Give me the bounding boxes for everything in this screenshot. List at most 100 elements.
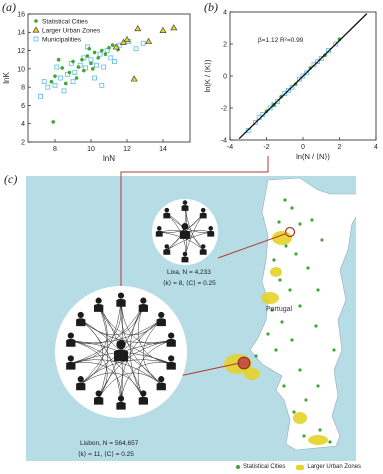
central-person-icon <box>179 223 191 239</box>
legend-a: Statistical Cities Larger Urban Zones Muni… <box>32 18 101 43</box>
city-dot <box>316 288 320 292</box>
person-head <box>77 311 84 319</box>
portugal-map <box>26 156 383 461</box>
x-tick-label-b: 0 <box>301 144 305 151</box>
data-point-square <box>304 70 310 76</box>
data-point-square <box>108 55 114 61</box>
data-point-square <box>271 102 277 108</box>
person-head <box>164 244 170 249</box>
urban-zone <box>293 412 307 424</box>
edge <box>120 362 172 404</box>
scatter-plot-b: -4 -2 0 2 4 -4 -2 0 2 4 ln(N / ⟨N⟩) ln(K / ⟨K⟩) β=1.… <box>203 9 378 161</box>
city-dots <box>254 198 336 444</box>
edge <box>70 300 122 345</box>
y-tick-label-a: 8 <box>21 85 25 92</box>
person-head <box>95 390 102 397</box>
lixa-caption: Lixa, N = 4,233 <box>167 269 211 276</box>
data-point-circle <box>96 56 100 60</box>
city-dot <box>290 338 294 342</box>
data-point-triangle <box>112 43 120 50</box>
y-tick-label-b: 2 <box>223 41 227 48</box>
city-dot <box>290 206 294 210</box>
data-point-square <box>282 91 288 96</box>
data-point-square <box>58 75 63 81</box>
person-icon <box>199 244 207 255</box>
person-head <box>116 339 126 350</box>
data-point-square <box>326 48 331 53</box>
x-axis-label-b: ln(N / ⟨N⟩) <box>296 152 330 161</box>
city-dot <box>283 198 287 202</box>
person-icon <box>155 226 163 237</box>
edge <box>70 305 144 364</box>
person-head <box>156 226 162 231</box>
data-point-circle <box>56 57 61 62</box>
person-head <box>181 223 189 230</box>
lixa-stats: ⟨k⟩ = 8, ⟨C⟩ = 0.25 <box>163 280 216 287</box>
person-body <box>156 318 166 327</box>
city-dot <box>266 332 270 336</box>
person-icon <box>156 376 166 391</box>
x-tick-label-b: 2 <box>338 144 342 151</box>
person-head <box>168 355 175 362</box>
person-head <box>67 355 74 362</box>
lixa-marker <box>284 226 296 238</box>
person-body <box>199 212 207 219</box>
data-point-square <box>70 79 76 85</box>
y-tick-label-a: 6 <box>21 103 25 110</box>
x-tick-label-b: 4 <box>374 144 378 151</box>
data-point-triangle <box>134 25 142 32</box>
person-head <box>208 226 214 231</box>
person-icon <box>116 292 126 307</box>
data-point-circle <box>76 65 81 69</box>
panel-c-label: (c) <box>4 172 18 186</box>
data-point-circle <box>64 81 68 86</box>
person-body <box>114 349 128 362</box>
person-body <box>66 338 76 347</box>
data-point-square <box>245 127 251 133</box>
larger-urban-zones-legend-label: Larger Urban Zones <box>307 464 362 470</box>
person-body <box>156 382 166 391</box>
city-dot <box>288 288 292 292</box>
city-dot <box>292 410 296 414</box>
legend-label-a: Statistical Cities <box>42 18 89 25</box>
y-axis-label-b: ln(K / ⟨K⟩) <box>203 59 212 92</box>
data-point-square <box>81 55 87 61</box>
data-point-square <box>104 48 110 53</box>
edge <box>80 372 144 399</box>
edge <box>98 305 109 399</box>
urban-zone <box>270 267 282 277</box>
fit-line <box>238 13 368 140</box>
data-point-square <box>333 41 339 47</box>
y-tick-label-a: 10 <box>17 66 25 73</box>
city-dot <box>270 308 274 312</box>
person-head <box>200 207 206 213</box>
x-tick-label-a: 10 <box>87 146 95 153</box>
edge <box>142 319 162 385</box>
person-body <box>76 318 86 327</box>
person-icon <box>66 332 76 347</box>
data-point-square <box>133 46 139 52</box>
x-tick-label-a: 14 <box>159 146 167 153</box>
y-tick-label-a: 2 <box>21 139 25 146</box>
edge <box>130 305 144 399</box>
data-point-circle <box>80 57 84 62</box>
lisbon-network <box>55 286 187 418</box>
person-body <box>76 382 86 391</box>
city-dot <box>272 258 276 262</box>
city-dot <box>294 252 298 256</box>
person-icon <box>166 355 176 370</box>
edge <box>184 206 204 251</box>
person-head <box>164 207 170 213</box>
edge <box>166 213 211 233</box>
person-head <box>182 251 188 257</box>
person-icon <box>138 297 148 312</box>
data-point-square <box>99 82 105 88</box>
person-body <box>181 256 189 263</box>
data-point-square <box>112 59 117 64</box>
portugal-label: Portugal <box>266 306 293 313</box>
edge <box>70 362 122 404</box>
person-icon <box>76 311 86 327</box>
data-point-triangle <box>130 75 138 82</box>
data-point-square <box>253 120 258 125</box>
person-icon <box>94 390 104 405</box>
